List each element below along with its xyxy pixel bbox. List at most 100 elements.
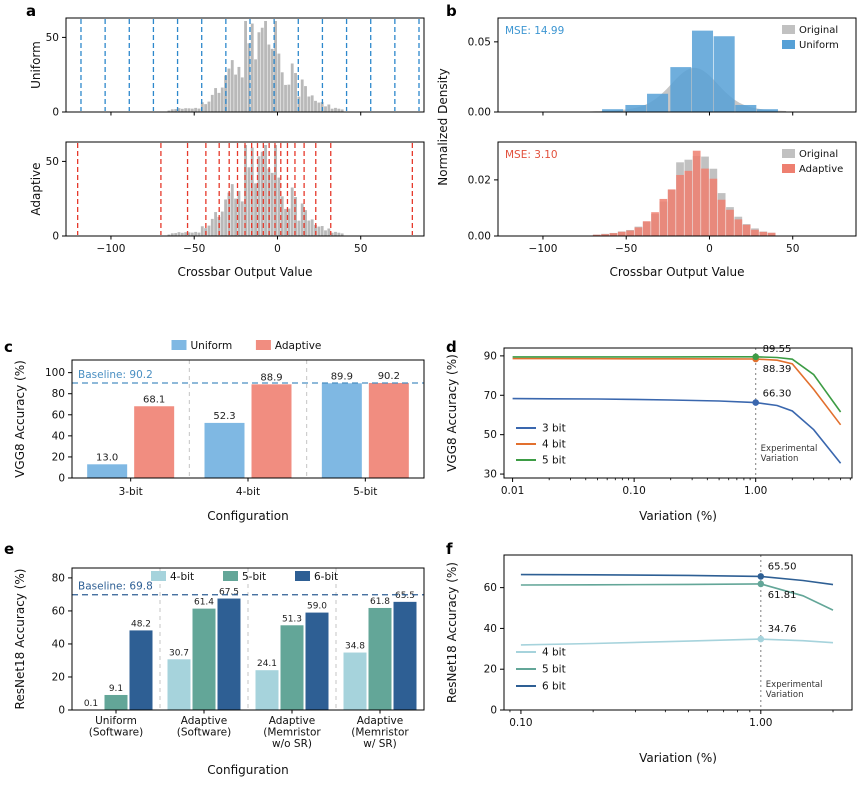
svg-text:Variation: Variation [761,454,799,464]
svg-text:Uniform: Uniform [799,40,839,51]
panel-f-letter: f [446,540,453,558]
svg-text:(Memristor: (Memristor [263,727,321,739]
svg-text:0.00: 0.00 [468,107,491,119]
svg-text:1.00: 1.00 [749,717,772,729]
svg-text:60: 60 [52,409,65,421]
svg-text:0.05: 0.05 [468,36,491,48]
svg-text:Crossbar Output Value: Crossbar Output Value [177,265,312,279]
svg-text:0.02: 0.02 [468,174,491,186]
svg-text:59.0: 59.0 [307,602,327,612]
svg-text:5 bit: 5 bit [542,664,566,676]
svg-text:ResNet18 Accuracy (%): ResNet18 Accuracy (%) [445,562,459,703]
svg-text:40: 40 [52,430,65,442]
svg-text:20: 20 [52,671,65,683]
svg-text:Uniform: Uniform [29,41,43,89]
svg-text:6-bit: 6-bit [314,571,338,583]
svg-text:Crossbar Output Value: Crossbar Output Value [609,265,744,279]
svg-text:0: 0 [490,705,497,717]
svg-text:0.10: 0.10 [509,717,532,729]
svg-text:0: 0 [58,705,65,717]
svg-text:−50: −50 [615,243,637,255]
svg-text:9.1: 9.1 [109,684,123,694]
svg-text:100: 100 [45,367,65,379]
svg-text:51.3: 51.3 [282,614,302,624]
svg-text:−100: −100 [97,243,126,255]
svg-text:52.3: 52.3 [213,411,235,422]
panel-e-letter: e [4,540,15,558]
svg-text:50: 50 [46,32,59,44]
svg-text:−100: −100 [529,243,558,255]
panel-e-chart: 0.1 30.7 24.1 34.8 9.1 61.4 51.3 61.8 48.2 67.5 59… [13,567,425,777]
svg-text:w/ SR): w/ SR) [363,738,397,750]
svg-text:1.00: 1.00 [744,485,767,497]
svg-text:50: 50 [484,429,497,441]
svg-text:Variation (%): Variation (%) [639,751,717,765]
svg-text:Experimental: Experimental [766,680,823,690]
svg-text:Experimental: Experimental [761,444,818,454]
svg-text:24.1: 24.1 [257,659,277,669]
svg-text:5-bit: 5-bit [353,486,377,498]
svg-text:65.5: 65.5 [395,591,415,601]
svg-text:50: 50 [46,156,59,168]
panel-e: 0.1 30.7 24.1 34.8 9.1 61.4 51.3 61.8 48.2 67.5 59… [0,540,432,812]
svg-text:0.00: 0.00 [468,231,491,243]
svg-text:Original: Original [799,25,838,36]
svg-text:Uniform: Uniform [95,715,137,727]
svg-text:0: 0 [706,243,713,255]
svg-text:4 bit: 4 bit [542,647,566,659]
svg-text:MSE: 3.10: MSE: 3.10 [505,149,558,161]
svg-text:Adaptive: Adaptive [799,164,843,175]
svg-text:Baseline: 90.2: Baseline: 90.2 [78,369,153,381]
svg-text:89.9: 89.9 [331,371,353,382]
svg-text:3 bit: 3 bit [542,423,566,435]
svg-text:Baseline: 69.8: Baseline: 69.8 [78,581,153,593]
svg-text:61.81: 61.81 [768,590,797,601]
svg-text:Adaptive: Adaptive [181,715,227,727]
svg-text:0.10: 0.10 [622,485,645,497]
panel-c-letter: c [4,338,13,356]
svg-text:50: 50 [354,243,367,255]
svg-text:Normalized Density: Normalized Density [436,68,450,186]
svg-text:5-bit: 5-bit [242,571,266,583]
svg-text:48.2: 48.2 [131,619,151,629]
svg-text:30: 30 [484,469,497,481]
svg-text:80: 80 [52,388,65,400]
svg-text:w/o SR): w/o SR) [272,738,312,750]
panel-b-letter: b [446,2,457,20]
svg-text:40: 40 [52,638,65,650]
panel-a: 0 50 Uniform 0 50 Adaptive −100 −50 0 50 Crossbar … [0,0,432,318]
svg-text:20: 20 [484,664,497,676]
svg-text:(Software): (Software) [89,727,143,739]
panel-d-letter: d [446,338,457,356]
svg-text:90: 90 [484,350,497,362]
svg-text:Adaptive: Adaptive [269,715,315,727]
svg-text:90.2: 90.2 [378,371,400,382]
svg-text:Original: Original [799,149,838,160]
svg-text:50: 50 [786,243,799,255]
svg-text:−50: −50 [183,243,205,255]
svg-text:Configuration: Configuration [207,509,288,523]
svg-text:88.9: 88.9 [260,372,282,383]
svg-text:(Memristor: (Memristor [351,727,409,739]
svg-text:4-bit: 4-bit [170,571,194,583]
svg-text:MSE: 14.99: MSE: 14.99 [505,25,564,37]
svg-text:0: 0 [52,231,59,243]
svg-text:66.30: 66.30 [763,389,792,400]
svg-text:13.0: 13.0 [96,452,118,463]
svg-text:0.01: 0.01 [501,485,524,497]
svg-text:VGG8 Accuracy (%): VGG8 Accuracy (%) [445,354,459,472]
svg-text:88.39: 88.39 [763,364,792,375]
svg-text:Variation (%): Variation (%) [639,509,717,523]
svg-text:6 bit: 6 bit [542,681,566,693]
svg-text:40: 40 [484,623,497,635]
panel-c-chart: 13.0 52.3 89.9 68.1 88.9 90.2 Baseline: 90.2 0 2… [13,340,425,523]
svg-text:5 bit: 5 bit [542,455,566,467]
svg-text:34.76: 34.76 [768,624,797,635]
panel-f: 34.76 61.81 65.50 0 20 40 60 0.10 1.00 Experiment… [432,540,864,812]
panel-a-letter: a [26,2,37,20]
svg-text:0: 0 [52,107,59,119]
panel-c: 13.0 52.3 89.9 68.1 88.9 90.2 Baseline: 90.2 0 2… [0,330,432,540]
svg-text:0: 0 [58,473,65,485]
